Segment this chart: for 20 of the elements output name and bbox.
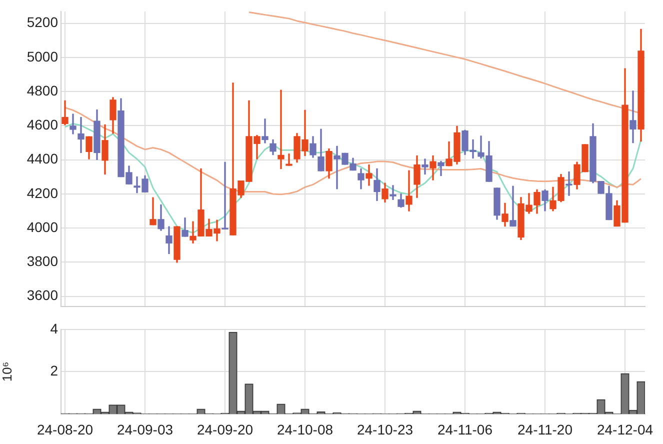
y-tick-label: 4200 bbox=[26, 184, 58, 201]
x-tick-label: 24-11-20 bbox=[517, 421, 573, 438]
y-tick-label: 4600 bbox=[26, 116, 58, 133]
y-tick-label: 5000 bbox=[26, 48, 58, 64]
y-tick-label: 3600 bbox=[26, 287, 58, 304]
y-tick-label: 4 bbox=[50, 320, 58, 336]
y-axis-title: 10⁶ bbox=[0, 362, 14, 382]
x-tick-label: 24-10-08 bbox=[276, 421, 334, 438]
x-tick-label: 24-12-04 bbox=[596, 421, 654, 438]
x-tick-label: 24-09-20 bbox=[196, 421, 254, 438]
y-tick-label: 2 bbox=[50, 362, 58, 379]
x-tick-label: 24-08-20 bbox=[36, 421, 94, 438]
y-tick-label: 3800 bbox=[26, 253, 58, 270]
y-tick-label: 5200 bbox=[26, 14, 58, 30]
y-tick-label: 4800 bbox=[26, 82, 58, 98]
y-tick-label: 4400 bbox=[26, 150, 58, 167]
x-tick-label: 24-09-03 bbox=[116, 421, 174, 438]
x-tick-label: 24-11-06 bbox=[437, 421, 493, 438]
x-tick-label: 24-10-23 bbox=[356, 421, 414, 438]
y-tick-label: 4000 bbox=[26, 218, 58, 235]
